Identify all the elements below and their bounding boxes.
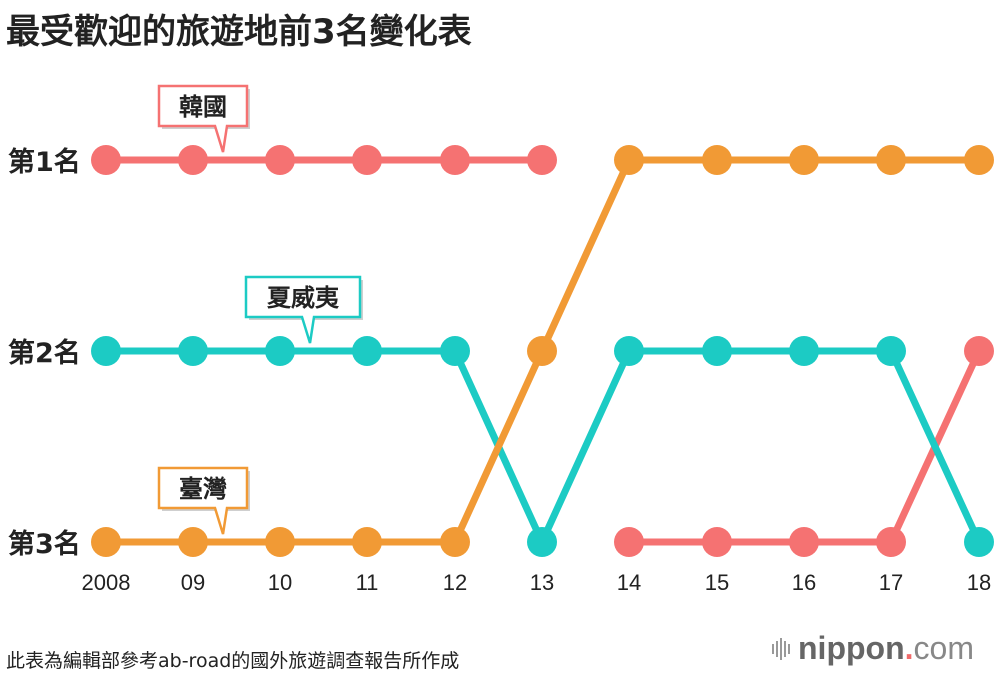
data-point bbox=[352, 336, 382, 366]
data-point bbox=[352, 145, 382, 175]
data-point bbox=[440, 145, 470, 175]
data-point bbox=[178, 336, 208, 366]
series-label: 夏威夷 bbox=[267, 284, 340, 312]
brand-suffix: com bbox=[913, 630, 974, 666]
data-point bbox=[789, 145, 819, 175]
data-point bbox=[265, 336, 295, 366]
x-tick-label: 2008 bbox=[82, 570, 131, 595]
series-label: 臺灣 bbox=[179, 475, 227, 503]
x-tick-label: 16 bbox=[792, 570, 816, 595]
y-tick-label: 第1名 bbox=[8, 146, 81, 178]
series-line-segment bbox=[887, 347, 983, 546]
data-point bbox=[178, 145, 208, 175]
chart-title: 最受歡迎的旅遊地前3名變化表 bbox=[6, 12, 472, 52]
data-point bbox=[352, 527, 382, 557]
y-tick-label: 第3名 bbox=[8, 528, 81, 560]
x-tick-label: 10 bbox=[268, 570, 292, 595]
data-point bbox=[614, 527, 644, 557]
data-point bbox=[614, 145, 644, 175]
data-point bbox=[91, 527, 121, 557]
data-point bbox=[964, 336, 994, 366]
data-point bbox=[964, 527, 994, 557]
data-point bbox=[527, 145, 557, 175]
data-point bbox=[789, 527, 819, 557]
data-point bbox=[440, 336, 470, 366]
data-point bbox=[527, 336, 557, 366]
series-label-callout bbox=[157, 466, 249, 535]
data-point bbox=[91, 145, 121, 175]
series-line-segment bbox=[538, 347, 633, 546]
x-tick-label: 18 bbox=[967, 570, 991, 595]
nippon-logo: nippon. com bbox=[772, 630, 974, 667]
data-point bbox=[178, 527, 208, 557]
data-point bbox=[91, 336, 121, 366]
data-point bbox=[702, 336, 732, 366]
x-tick-label: 09 bbox=[181, 570, 205, 595]
series-line-segment bbox=[538, 156, 633, 355]
x-tick-label: 11 bbox=[356, 570, 379, 595]
data-point bbox=[265, 527, 295, 557]
brand-mark-icon bbox=[772, 637, 790, 660]
data-point bbox=[527, 527, 557, 557]
data-point bbox=[702, 527, 732, 557]
series-line-segment bbox=[451, 347, 546, 546]
series-label-callout bbox=[244, 275, 362, 344]
brand-dot: . bbox=[904, 630, 914, 666]
x-tick-label: 17 bbox=[879, 570, 903, 595]
data-point bbox=[614, 336, 644, 366]
data-point bbox=[265, 145, 295, 175]
y-tick-label: 第2名 bbox=[8, 337, 81, 369]
x-tick-label: 12 bbox=[443, 570, 467, 595]
x-tick-label: 13 bbox=[530, 570, 554, 595]
source-note: 此表為編輯部參考ab-road的國外旅遊調查報告所作成 bbox=[6, 650, 460, 672]
series-label: 韓國 bbox=[179, 93, 227, 121]
data-point bbox=[964, 145, 994, 175]
series-label-callout bbox=[157, 84, 249, 153]
x-tick-label: 15 bbox=[705, 570, 729, 595]
brand-name: nippon bbox=[798, 630, 905, 666]
data-point bbox=[440, 527, 470, 557]
x-tick-label: 14 bbox=[617, 570, 641, 595]
data-point bbox=[876, 145, 906, 175]
data-point bbox=[702, 145, 732, 175]
data-point bbox=[876, 527, 906, 557]
data-point bbox=[876, 336, 906, 366]
data-point bbox=[789, 336, 819, 366]
